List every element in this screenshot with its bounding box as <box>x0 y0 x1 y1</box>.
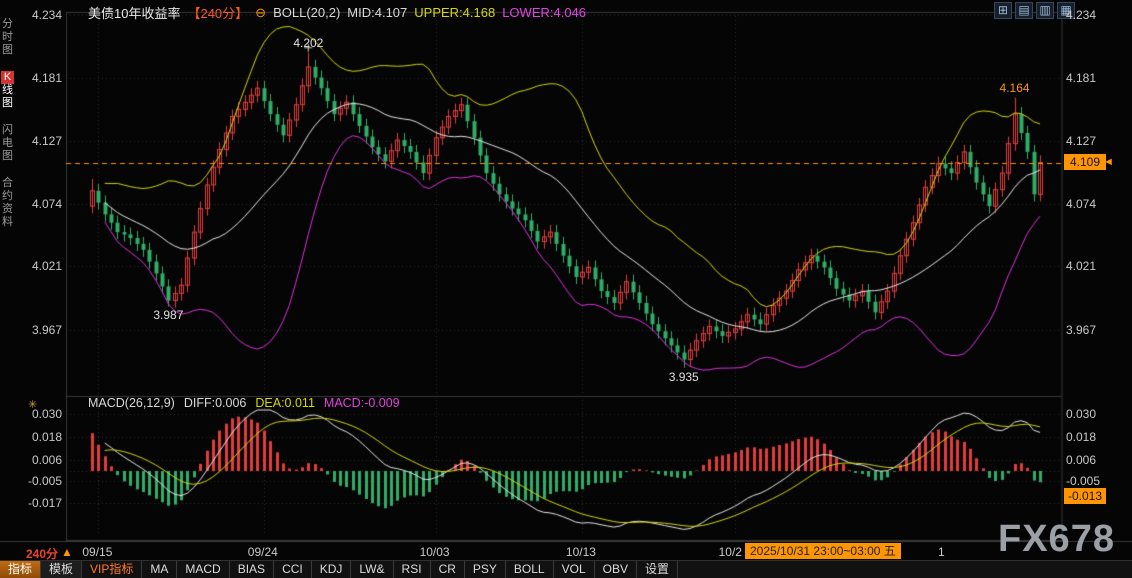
panel-grid-icon[interactable]: ▦ <box>1057 2 1075 19</box>
macd-panel-icon: ✳ <box>28 399 38 411</box>
macd-dea-value: DEA:0.011 <box>255 396 315 410</box>
sidebar-tab-char: 约 <box>2 190 13 202</box>
instrument-title: 美债10年收益率 <box>88 6 181 21</box>
sidebar-tab-3[interactable]: 闪电图 <box>0 124 15 163</box>
y-axis-label-left: 4.021 <box>31 259 62 274</box>
chart-header: 美债10年收益率 【240分】 ⊖ BOLL(20,2) MID:4.107 U… <box>88 3 586 22</box>
y-axis-label-right: 4.021 <box>1066 259 1097 274</box>
sidebar-tab-char: K <box>1 71 14 84</box>
sidebar-tab-char: 合 <box>2 177 13 189</box>
toolbar-item-3[interactable]: VIP指标 <box>82 561 143 578</box>
period-up-arrow-icon: ▲ <box>61 545 73 559</box>
toolbar-item-14[interactable]: VOL <box>554 561 595 578</box>
toolbar-item-7[interactable]: CCI <box>274 561 312 578</box>
sidebar-tab-char: 闪 <box>2 124 13 136</box>
macd-axis-label-left: -0.005 <box>27 473 62 488</box>
macd-axis-label-left: 0.018 <box>31 429 62 444</box>
toolbar-item-2[interactable]: 模板 <box>41 561 83 578</box>
y-axis-label-left: 4.234 <box>31 8 62 22</box>
y-axis-label-left: 4.074 <box>31 196 62 211</box>
y-axis-label-right: 4.234 <box>1066 8 1097 22</box>
sidebar-tab-char: 线 <box>2 84 13 96</box>
price-annotation: 3.935 <box>668 369 699 384</box>
sidebar-tab-char: 图 <box>2 150 13 162</box>
current-time-badge: 2025/10/31 23:00~03:00 五 <box>745 543 901 559</box>
macd-axis-label-left: -0.017 <box>27 496 62 511</box>
macd-params-label: MACD(26,12,9) <box>88 396 175 410</box>
macd-label-row: MACD(26,12,9) DIFF:0.006 DEA:0.011 MACD:… <box>88 396 400 410</box>
sidebar-tab-char: 资 <box>2 203 13 215</box>
price-annotation: 3.987 <box>153 308 184 323</box>
toolbar-item-6[interactable]: BIAS <box>230 561 275 578</box>
collapse-icon[interactable]: ⊖ <box>255 4 267 20</box>
period-tag: 【240分】 <box>187 6 249 21</box>
x-axis-date-label: 09/15 <box>82 545 113 559</box>
macd-macd-value: MACD:-0.009 <box>323 396 400 410</box>
toolbar-item-13[interactable]: BOLL <box>506 561 554 578</box>
boll-lower-value: LOWER:4.046 <box>502 5 587 20</box>
boll-upper-value: UPPER:4.168 <box>414 5 496 20</box>
y-axis-label-right: 4.181 <box>1066 70 1097 85</box>
macd-current-badge: -0.013 <box>1064 487 1106 504</box>
y-axis-label-left: 3.967 <box>31 323 62 338</box>
toolbar-item-9[interactable]: LW& <box>351 561 394 578</box>
panel-rows-icon[interactable]: ▤ <box>1015 2 1033 19</box>
bottom-toolbar: 指标 模板 VIP指标 MA MACD BIAS CCI KDJ LW& RSI CR PSY BOLL… <box>0 560 1132 578</box>
sidebar-tab-char: 料 <box>2 216 13 228</box>
x-axis-trailing-label: 1 <box>938 545 945 559</box>
sidebar-tab-4[interactable]: 合约资料 <box>0 177 15 229</box>
toolbar-item-5[interactable]: MACD <box>177 561 230 578</box>
sidebar-tab-char: 图 <box>2 97 13 109</box>
toolbar-item-1[interactable]: 指标 <box>0 561 42 578</box>
price-annotation: 4.202 <box>293 35 324 50</box>
toolbar-item-10[interactable]: RSI <box>394 561 431 578</box>
macd-axis-label-right: 0.006 <box>1066 452 1097 467</box>
toolbar-item-8[interactable]: KDJ <box>312 561 352 578</box>
toolbar-item-12[interactable]: PSY <box>465 561 506 578</box>
macd-axis-label-right: -0.005 <box>1066 473 1101 488</box>
sidebar-tab-char: 电 <box>2 137 13 149</box>
y-axis-label-left: 4.181 <box>31 70 62 85</box>
y-axis-label-right: 4.127 <box>1066 134 1097 149</box>
boll-mid-value: MID:4.107 <box>347 5 408 20</box>
boll-label: BOLL(20,2) <box>273 5 341 20</box>
x-axis-date-label: 09/24 <box>247 545 278 559</box>
toolbar-item-11[interactable]: CR <box>431 561 465 578</box>
macd-axis-label-left: 0.006 <box>31 452 62 467</box>
window-layout-icons: ⊞ ▤ ▥ ▦ <box>994 2 1075 19</box>
sidebar-tab-char: 时 <box>2 31 13 43</box>
macd-axis-label-right: 0.030 <box>1066 406 1097 421</box>
macd-axis-label-left: 0.030 <box>31 406 62 421</box>
sidebar-tab-1[interactable]: 分时图 <box>0 18 15 57</box>
y-axis-label-right: 4.074 <box>1066 196 1097 211</box>
y-axis-label-right: 3.967 <box>1066 323 1097 338</box>
sidebar-tab-char: 分 <box>2 18 13 30</box>
macd-axis-label-right: 0.018 <box>1066 429 1097 444</box>
x-axis-date-label: 10/2 <box>718 545 742 559</box>
x-axis-date-label: 10/03 <box>419 545 450 559</box>
x-axis-date-label: 10/13 <box>565 545 596 559</box>
toolbar-item-4[interactable]: MA <box>142 561 178 578</box>
toolbar-item-15[interactable]: OBV <box>595 561 637 578</box>
current-price-badge: 4.109 <box>1064 153 1106 170</box>
macd-diff-value: DIFF:0.006 <box>183 396 247 410</box>
price-annotation: 4.164 <box>999 80 1030 95</box>
period-label: 240分 <box>26 547 59 561</box>
current-price-arrow-icon: ◄ <box>1103 155 1114 168</box>
y-axis-label-left: 4.127 <box>31 134 62 149</box>
x-axis-period[interactable]: 240分 ▲ <box>26 545 73 562</box>
sidebar-tab-char: 图 <box>2 44 13 56</box>
brand-watermark: FX678 <box>998 518 1115 560</box>
panel-cols-icon[interactable]: ▥ <box>1036 2 1054 19</box>
grid-quad-icon[interactable]: ⊞ <box>994 2 1012 19</box>
toolbar-item-16[interactable]: 设置 <box>637 561 678 578</box>
